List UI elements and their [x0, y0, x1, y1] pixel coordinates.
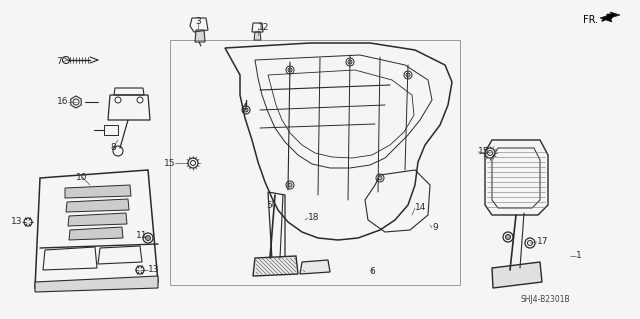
Polygon shape [492, 262, 542, 288]
Polygon shape [253, 256, 298, 276]
Text: 15: 15 [163, 159, 175, 167]
Polygon shape [35, 276, 158, 292]
Text: FR.: FR. [583, 15, 598, 25]
Polygon shape [600, 12, 620, 22]
Circle shape [348, 60, 352, 64]
Polygon shape [66, 199, 129, 212]
Text: 17: 17 [537, 238, 548, 247]
Polygon shape [300, 260, 330, 274]
Polygon shape [69, 227, 123, 240]
Text: 7: 7 [56, 57, 62, 66]
Text: 1: 1 [576, 251, 582, 261]
Circle shape [378, 176, 382, 180]
Text: 13: 13 [148, 265, 159, 275]
Text: 5: 5 [266, 202, 272, 211]
Text: 18: 18 [308, 213, 319, 222]
Text: 12: 12 [258, 24, 269, 33]
Text: 4: 4 [242, 103, 248, 113]
Circle shape [288, 68, 292, 72]
Text: 14: 14 [415, 204, 426, 212]
Text: 16: 16 [56, 98, 68, 107]
Text: 8: 8 [110, 144, 116, 152]
Text: 11: 11 [136, 232, 148, 241]
Circle shape [506, 234, 511, 240]
Text: 10: 10 [76, 173, 88, 182]
Polygon shape [65, 185, 131, 198]
Text: 6: 6 [369, 268, 375, 277]
Text: 13: 13 [10, 218, 22, 226]
Text: SHJ4-B2301B: SHJ4-B2301B [520, 295, 570, 305]
Circle shape [406, 73, 410, 77]
Circle shape [244, 108, 248, 112]
Circle shape [288, 183, 292, 187]
Polygon shape [68, 213, 127, 226]
Text: 15: 15 [478, 147, 490, 157]
Circle shape [145, 235, 150, 241]
Text: 3: 3 [195, 18, 201, 26]
Text: 9: 9 [432, 224, 438, 233]
